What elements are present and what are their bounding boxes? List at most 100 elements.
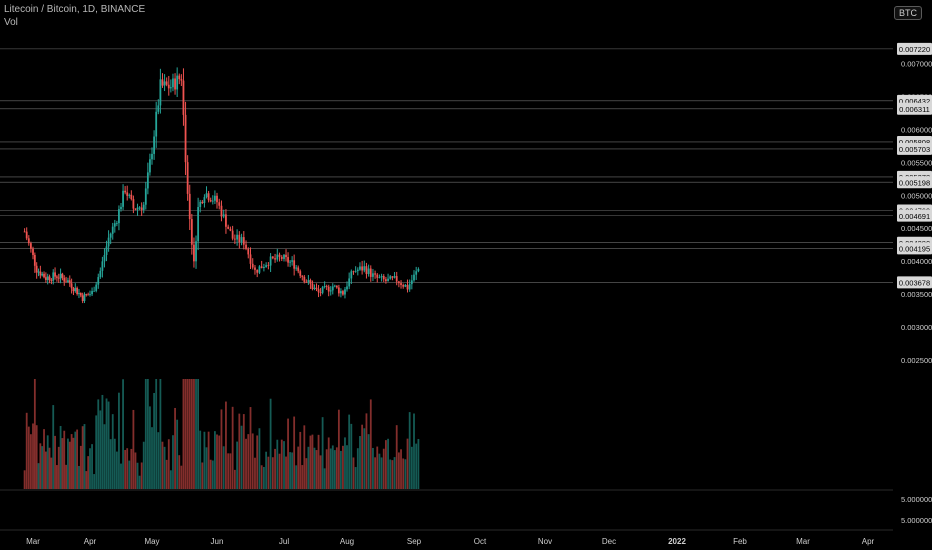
candle-body: [95, 284, 98, 291]
volume-bar: [317, 434, 320, 489]
volume-bar: [408, 412, 411, 489]
volume-bar: [169, 470, 172, 489]
volume-bar: [337, 409, 340, 489]
candle-body: [216, 195, 218, 203]
volume-bar: [400, 449, 402, 489]
candle-body: [138, 207, 141, 209]
candle-body: [97, 277, 100, 285]
candle-body: [317, 289, 320, 293]
candle-body: [229, 228, 232, 231]
candle-body: [172, 78, 174, 88]
candle-body: [263, 266, 265, 269]
candle-body: [417, 268, 420, 272]
currency-button[interactable]: BTC: [894, 6, 922, 20]
candle-body: [205, 193, 208, 198]
candle-body: [400, 283, 402, 286]
candle-body: [190, 219, 193, 245]
volume-bar: [70, 434, 73, 489]
volume-bar: [287, 418, 289, 489]
volume-bar: [134, 452, 137, 489]
volume-bar: [205, 447, 208, 489]
candle-body: [402, 285, 405, 287]
volume-bar: [39, 443, 42, 489]
volume-bar: [151, 427, 153, 489]
x-tick-label: Aug: [340, 537, 354, 546]
candle-body: [59, 273, 62, 279]
y-tick-label: 0.005500: [901, 158, 932, 167]
candle-body: [393, 276, 396, 278]
candle-body: [87, 294, 90, 296]
candle-body: [333, 285, 336, 287]
candle-body: [247, 248, 250, 255]
volume-bar: [163, 446, 166, 489]
volume-bar: [35, 425, 38, 489]
candle-body: [218, 202, 221, 206]
candle-body: [180, 79, 183, 81]
candle-body: [124, 190, 127, 193]
volume-bar: [124, 449, 127, 489]
volume-bar: [356, 448, 359, 489]
candle-body: [363, 266, 366, 271]
volume-bar: [280, 439, 283, 489]
candle-body: [155, 111, 158, 137]
volume-bar: [303, 425, 306, 489]
volume-bar: [231, 406, 234, 489]
volume-bar: [295, 465, 298, 489]
volume-bar: [365, 413, 368, 489]
candle-body: [126, 192, 129, 196]
candle-body: [30, 243, 32, 249]
candle-body: [335, 285, 338, 288]
x-tick-label: Dec: [602, 537, 616, 546]
candle-body: [220, 205, 223, 217]
volume-tick-label: 5.000000: [901, 516, 932, 525]
candle-body: [89, 294, 91, 295]
candle-body: [130, 194, 133, 200]
level-badge: 0.007220: [899, 45, 930, 54]
candle-body: [101, 261, 104, 271]
volume-bar: [144, 379, 147, 489]
candle-body: [142, 204, 145, 210]
volume-bar: [218, 435, 221, 489]
candle-body: [85, 294, 88, 296]
x-tick-label: Mar: [26, 537, 40, 546]
candle-body: [79, 293, 82, 296]
level-badge: 0.003678: [899, 279, 930, 288]
candle-body: [238, 234, 241, 243]
candle-body: [329, 290, 332, 292]
volume-bar: [354, 467, 357, 489]
level-badge-bg: [897, 242, 932, 255]
volume-bar: [374, 457, 376, 489]
candle-body: [251, 263, 254, 268]
candle-body: [327, 286, 330, 292]
candle-body: [207, 193, 210, 201]
candle-body: [269, 256, 272, 266]
candle-body: [372, 273, 374, 277]
candle-body: [144, 188, 147, 205]
candle-body: [233, 238, 236, 240]
volume-bar: [30, 434, 32, 489]
candle-body: [115, 223, 118, 224]
volume-bar: [393, 457, 396, 489]
candle-body: [256, 269, 259, 273]
candle-body: [365, 266, 368, 275]
volume-bar: [323, 468, 326, 489]
y-tick-label: 0.004500: [901, 224, 932, 233]
volume-bar: [207, 431, 210, 489]
candle-body: [70, 283, 73, 289]
volume-bar: [65, 464, 67, 489]
candle-body: [222, 214, 225, 217]
volume-bar: [41, 446, 44, 489]
volume-bar: [254, 457, 256, 489]
candle-body: [32, 248, 34, 255]
volume-bar: [182, 379, 185, 489]
candle-body: [146, 172, 149, 189]
candle-body: [276, 254, 279, 260]
level-badge-bg: [897, 42, 932, 55]
level-badge-bg: [897, 102, 932, 115]
volume-bar: [56, 465, 58, 489]
volume-bar: [389, 459, 392, 489]
candle-body: [118, 209, 120, 224]
candle-body: [376, 274, 379, 278]
candle-body: [107, 237, 110, 247]
